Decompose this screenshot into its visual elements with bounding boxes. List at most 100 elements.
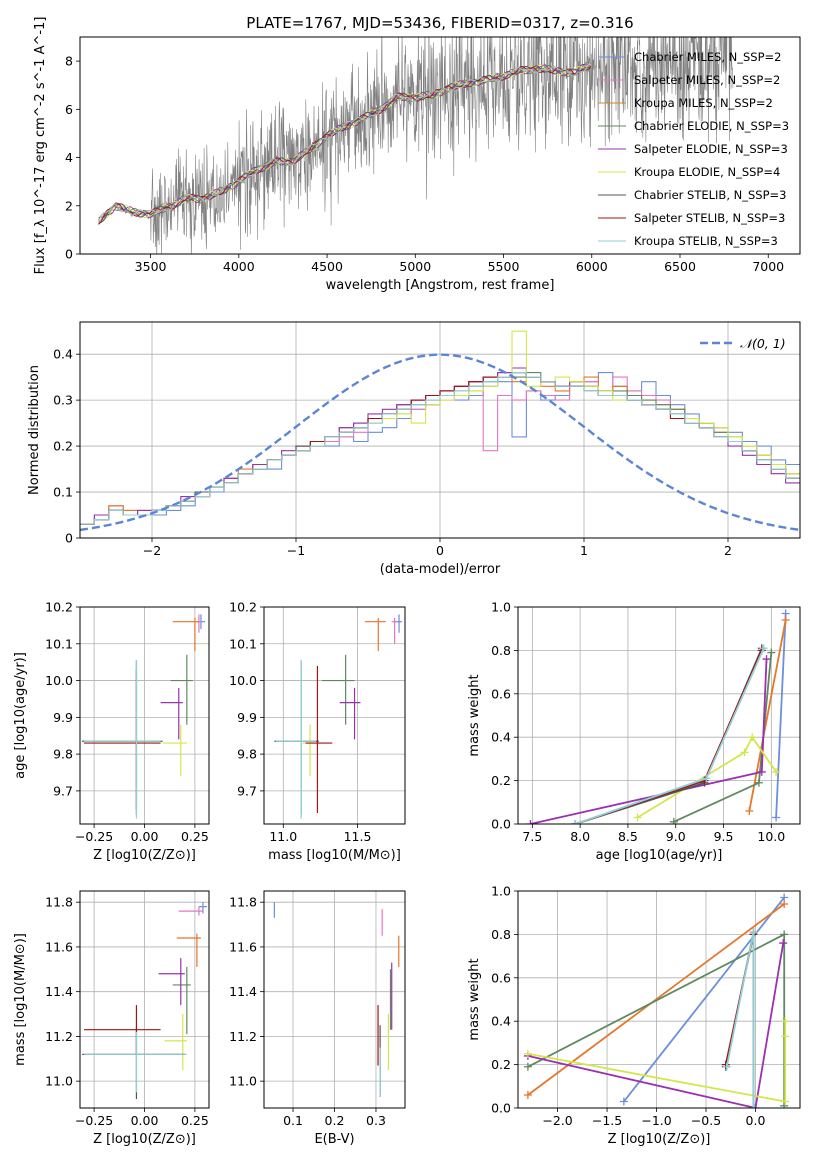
x-tick-label: 5500 <box>488 259 520 274</box>
y-axis-label: mass [log10(M/M⊙)] <box>13 933 28 1066</box>
weight-marker <box>767 648 776 657</box>
data-point-errorbar <box>321 654 355 725</box>
weight-marker <box>571 820 580 824</box>
weight-series <box>523 900 789 1099</box>
y-tick-label: 11.2 <box>45 1029 73 1044</box>
y-tick-label: 0.0 <box>491 1101 511 1116</box>
weight-marker <box>745 806 754 815</box>
x-axis-label: Z [log10(Z/Z⊙)] <box>93 848 196 863</box>
y-tick-label: 11.8 <box>45 895 73 910</box>
weight-marker <box>780 900 789 909</box>
y-tick-label: 2 <box>65 198 73 213</box>
x-tick-label: 0.1 <box>283 1113 303 1128</box>
y-tick-label: 9.9 <box>53 710 73 725</box>
x-tick-label: 7.5 <box>522 829 542 844</box>
data-point-errorbar <box>391 618 398 644</box>
y-axis-label: mass weight <box>467 958 482 1040</box>
data-point-errorbar <box>339 687 361 740</box>
mass-vs-ebv-chart: 0.1 0.2 0.3 11.0 11.2 11.4 11.6 11.8 E(B-V) <box>229 890 406 1147</box>
weight-vs-metallicity-chart: −2.0 −1.5 −1.0 −0.5 0.0 0.0 0.2 0.4 0.6 0.8 1.0 Z [… <box>467 884 801 1147</box>
weight-marker <box>722 1062 731 1071</box>
y-tick-label: 0 <box>65 531 73 546</box>
age-vs-mass-chart: 11.0 11.5 9.7 9.8 9.9 10.0 10.1 10.2 mass [log10… <box>229 600 406 863</box>
x-tick-label: 0.25 <box>181 1113 209 1128</box>
plot-frame <box>517 606 801 825</box>
legend-label: Salpeter ELODIE, N_SSP=3 <box>634 142 788 156</box>
weight-line <box>725 932 755 1108</box>
weight-marker <box>762 655 771 664</box>
weight-marker <box>669 817 678 824</box>
x-tick-label: 11.5 <box>344 829 372 844</box>
y-tick-label: 1.0 <box>491 600 511 615</box>
weight-marker <box>754 778 763 787</box>
weight-line <box>724 932 755 1108</box>
x-tick-label: 4500 <box>311 259 343 274</box>
y-tick-label: 0.2 <box>53 439 73 454</box>
y-tick-label: 9.7 <box>237 783 257 798</box>
plot-frame <box>79 36 801 255</box>
weight-series <box>571 644 766 824</box>
data-point-errorbar <box>158 958 185 1006</box>
y-tick-label: 6 <box>65 102 73 117</box>
data-point-errorbar <box>84 1031 187 1093</box>
y-tick-label: 0.4 <box>53 347 73 362</box>
weight-marker <box>702 774 711 783</box>
y-tick-label: 10.1 <box>229 636 257 651</box>
y-tick-label: 11.4 <box>45 984 73 999</box>
y-tick-label: 10.0 <box>229 673 257 688</box>
legend-label: Salpeter MILES, N_SSP=2 <box>634 73 780 87</box>
x-tick-label: 4000 <box>223 259 255 274</box>
scatter-plot-area <box>82 614 205 819</box>
weight-series <box>745 616 790 815</box>
weight-marker <box>781 1017 790 1026</box>
x-tick-label: 0.2 <box>325 1113 345 1128</box>
weight-marker <box>780 930 789 939</box>
y-axis-label: Normed distribution <box>27 365 42 495</box>
y-tick-label: 11.0 <box>45 1074 73 1089</box>
weight-series <box>571 644 768 824</box>
x-tick-label: 0.00 <box>131 1113 159 1128</box>
data-point-errorbar <box>82 1027 185 1100</box>
weight-series <box>523 1017 790 1106</box>
data-point-errorbar <box>364 618 386 652</box>
plot-frame <box>517 890 801 1109</box>
weight-vs-age-chart: 7.5 8.0 8.5 9.0 9.5 10.0 0.0 0.2 0.4 0.6 0.8 1.0 age… <box>467 600 801 863</box>
data-point-errorbar <box>84 660 161 819</box>
weight-line <box>527 903 785 1096</box>
y-axis-label: Flux [f_λ 10^-17 erg cm^-2 s^-1 A^-1] <box>33 17 48 275</box>
x-tick-label: 9.0 <box>666 829 686 844</box>
y-tick-label: 0.8 <box>491 927 511 942</box>
x-tick-label: −2.0 <box>542 1113 572 1128</box>
x-tick-label: 5000 <box>399 259 431 274</box>
y-tick-label: 9.8 <box>53 747 73 762</box>
x-axis-label: E(B-V) <box>314 1132 354 1147</box>
x-tick-label: 0.25 <box>181 829 209 844</box>
y-tick-label: 11.0 <box>229 1074 257 1089</box>
weight-line <box>527 942 785 1108</box>
gaussian-reference-line <box>80 353 800 532</box>
weight-series <box>619 893 789 1106</box>
y-tick-label: 10.0 <box>45 673 73 688</box>
weight-line <box>527 1021 787 1103</box>
weight-line <box>623 896 785 1103</box>
data-point-errorbar <box>160 687 183 740</box>
y-tick-label: 9.8 <box>237 747 257 762</box>
x-tick-label: 6000 <box>576 259 608 274</box>
y-tick-label: 0.6 <box>491 686 511 701</box>
x-tick-label: −1.0 <box>641 1113 671 1128</box>
x-tick-label: 0.0 <box>746 1113 766 1128</box>
weight-line <box>527 932 786 1106</box>
x-axis-label: mass [log10(M/M⊙)] <box>268 848 401 863</box>
weight-marker <box>749 928 758 937</box>
y-axis-label: age [log10(age/yr)] <box>13 652 28 779</box>
x-tick-label: 0 <box>436 543 444 558</box>
scatter-plot-area <box>82 902 207 1100</box>
y-tick-label: 0.2 <box>491 773 511 788</box>
residual-histogram-chart: −2 −1 0 1 2 0 0.1 0.2 0.3 0.4 (data-model)/error No… <box>27 321 801 577</box>
x-tick-label: 1 <box>580 543 588 558</box>
weight-marker <box>781 1032 790 1041</box>
weight-marker <box>526 820 535 824</box>
data-point-errorbar <box>84 1005 161 1055</box>
x-tick-label: 8.0 <box>570 829 590 844</box>
legend-label: Kroupa ELODIE, N_SSP=4 <box>634 165 780 179</box>
